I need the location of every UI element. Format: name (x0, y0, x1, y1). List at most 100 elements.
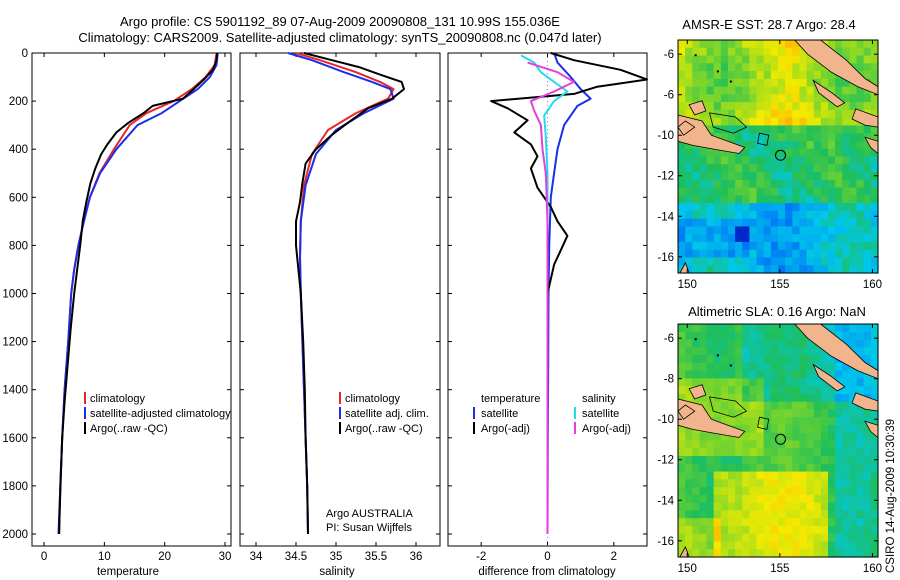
grid-cell (849, 393, 858, 403)
grid-cell (813, 203, 822, 212)
grid-cell (792, 78, 801, 88)
grid-cell (842, 195, 851, 204)
grid-cell (685, 249, 693, 259)
grid-cell (699, 448, 708, 457)
grid-cell (678, 362, 686, 372)
grid-cell (820, 133, 829, 142)
grid-cell (763, 362, 772, 372)
grid-cell (685, 241, 693, 251)
grid-cell (792, 510, 801, 519)
grid-cell (692, 71, 701, 80)
grid-cell (849, 125, 858, 134)
grid-cell (863, 502, 872, 511)
grid-cell (735, 417, 743, 426)
grid-cell (820, 424, 829, 434)
grid-cell (792, 140, 801, 150)
grid-cell (728, 417, 736, 426)
grid-cell (742, 479, 751, 488)
grid-cell (835, 156, 843, 165)
grid-cell (699, 487, 708, 496)
grid-cell (799, 140, 808, 150)
grid-cell (835, 393, 843, 403)
grid-cell (835, 456, 843, 465)
grid-cell (713, 386, 722, 395)
grid-cell (828, 195, 836, 204)
grid-cell (756, 456, 765, 465)
grid-cell (835, 448, 843, 457)
grid-cell (685, 456, 693, 465)
grid-cell (713, 409, 722, 418)
grid-cell (849, 440, 858, 449)
grid-cell (763, 339, 772, 348)
grid-cell (742, 401, 751, 411)
grid-cell (778, 448, 786, 457)
grid-cell (728, 432, 736, 442)
grid-cell (678, 448, 686, 457)
grid-cell (749, 494, 758, 504)
grid-cell (785, 63, 793, 72)
grid-cell (749, 355, 758, 364)
grid-cell (735, 362, 743, 372)
grid-cell (685, 203, 693, 212)
legend-label-argo: Argo(..raw -QC) (90, 423, 168, 435)
grid-cell (835, 195, 843, 204)
grid-cell (770, 456, 779, 465)
grid-cell (735, 525, 743, 535)
grid-cell (778, 47, 786, 57)
grid-cell (842, 456, 851, 465)
grid-cell (856, 156, 865, 165)
grid-cell (799, 525, 808, 535)
grid-cell (720, 117, 729, 127)
grid-cell (849, 195, 858, 204)
grid-cell (806, 203, 815, 212)
grid-cell (785, 117, 793, 127)
grid-cell (728, 125, 736, 134)
grid-cell (778, 195, 786, 204)
grid-cell (678, 541, 686, 550)
grid-cell (842, 187, 851, 196)
grid-cell (692, 226, 701, 235)
grid-cell (742, 94, 751, 103)
grid-cell (720, 210, 729, 220)
grid-cell (720, 494, 729, 504)
grid-cell (692, 203, 701, 212)
grid-cell (713, 339, 722, 348)
grid-cell (756, 417, 765, 426)
grid-cell (842, 510, 851, 519)
grid-cell (842, 265, 851, 274)
grid-cell (756, 448, 765, 457)
grid-cell (692, 471, 701, 480)
grid-cell (842, 133, 851, 142)
grid-cell (863, 125, 872, 134)
grid-cell (735, 241, 743, 251)
grid-cell (713, 487, 722, 496)
grid-cell (813, 518, 822, 527)
grid-cell (720, 218, 729, 227)
grid-cell (778, 510, 786, 519)
legend-label-temp-satellite: satellite (481, 408, 518, 420)
landmass (851, 392, 879, 412)
grid-cell (763, 502, 772, 511)
grid-cell (742, 502, 751, 511)
grid-cell (770, 210, 779, 220)
grid-cell (770, 432, 779, 442)
y-tick-label: 400 (9, 144, 28, 156)
grid-cell (749, 109, 758, 119)
grid-cell (699, 339, 708, 348)
grid-cell (699, 71, 708, 80)
grid-cell (763, 510, 772, 519)
grid-cell (792, 257, 801, 266)
grid-cell (770, 249, 779, 259)
grid-cell (806, 164, 815, 173)
grid-cell (720, 148, 729, 158)
grid-cell (820, 502, 829, 511)
grid-cell (835, 187, 843, 196)
legend-label-satellite: satellite-adjusted climatology (90, 408, 231, 420)
grid-cell (842, 541, 851, 550)
grid-cell (728, 164, 736, 173)
grid-cell (749, 249, 758, 259)
grid-cell (770, 424, 779, 434)
grid-cell (835, 324, 843, 333)
grid-cell (828, 265, 836, 274)
grid-cell (849, 234, 858, 243)
